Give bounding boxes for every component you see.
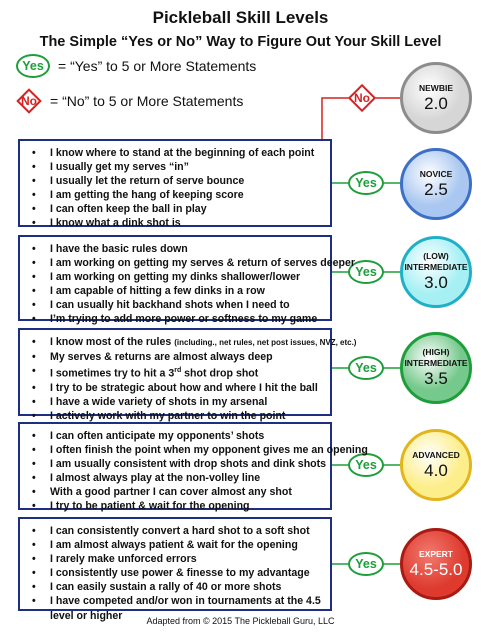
no-diamond-icon: No	[16, 88, 42, 114]
no-diamond-label: No	[21, 94, 37, 108]
footer-credit: Adapted from © 2015 The Pickleball Guru,…	[146, 616, 335, 626]
level-circle-high-intermediate: (HIGH) INTERMEDIATE 3.5	[400, 332, 472, 404]
connector-yes-4: Yes	[348, 453, 384, 477]
statement-item: • I am getting the hang of keeping score	[32, 189, 244, 202]
statement-item: • My serves & returns are almost always d…	[32, 351, 273, 364]
statement-box-5: • I can consistently convert a hard shot …	[18, 517, 332, 622]
statement-item: • I sometimes try to hit a 3rd shot drop …	[32, 365, 259, 380]
level-value: 3.0	[424, 273, 448, 292]
level-circle-advanced: ADVANCED 4.0	[400, 429, 472, 501]
level-name: EXPERT	[418, 548, 453, 559]
level-value: 4.0	[424, 460, 448, 480]
statement-item: • I am working on getting my serves & ret…	[32, 257, 355, 270]
connector-yes-3: Yes	[348, 356, 384, 380]
statement-item: • I am capable of hitting a few dinks in …	[32, 285, 265, 298]
statement-item: • I have a wide variety of shots in my ar…	[32, 395, 268, 408]
level-name: (HIGH) INTERMEDIATE	[404, 347, 468, 368]
yes-badge-icon: Yes	[348, 260, 384, 284]
level-value: 2.0	[424, 93, 448, 113]
statement-item: • I know where to stand at the beginning …	[32, 147, 315, 159]
statement-item: • I usually get my serves “in”	[32, 161, 189, 174]
statement-box-2: • I have the basic rules down • I am worki…	[18, 235, 355, 325]
level-value: 3.5	[424, 369, 448, 388]
statement-box-3: • I know most of the rules (including., n…	[18, 328, 357, 422]
connector-no-label: No	[354, 91, 370, 105]
statement-item: • I am almost always patient & wait for t…	[32, 539, 298, 552]
statement-item: • I almost always play at the non-volley …	[32, 472, 261, 485]
legend-yes: Yes = “Yes” to 5 or More Statements	[16, 54, 256, 78]
statement-item: • I rarely make unforced errors	[32, 553, 197, 566]
statement-item: • I try to be strategic about how and whe…	[32, 381, 318, 394]
page-subtitle: The Simple “Yes or No” Way to Figure Out…	[39, 34, 442, 50]
statement-item: • I actively work with my partner to win …	[32, 410, 286, 422]
connector-yes-1: Yes	[348, 171, 384, 195]
statement-item: • I know what a dink shot is	[32, 217, 181, 230]
statement-item: • I have competed and/or won in tournamen…	[32, 595, 321, 622]
statement-item: • I usually let the return of serve bounc…	[32, 175, 245, 188]
connector-yes-2: Yes	[348, 260, 384, 284]
statement-box-4: • I can often anticipate my opponents’ sh…	[18, 422, 368, 513]
connector-yes-5: Yes	[348, 552, 384, 576]
statement-item: • I can often anticipate my opponents’ sh…	[32, 430, 265, 442]
statement-item: • I can consistently convert a hard shot …	[32, 525, 310, 537]
level-circle-newbie: NEWBIE 2.0	[400, 62, 472, 134]
level-value: 4.5-5.0	[409, 559, 463, 579]
level-name: NEWBIE	[419, 82, 453, 93]
level-name: ADVANCED	[412, 449, 460, 460]
legend-no-text: = “No” to 5 or More Statements	[50, 93, 244, 109]
statement-item: • I often finish the point when my oppone…	[32, 444, 368, 457]
legend-no: No = “No” to 5 or More Statements	[16, 88, 243, 114]
statement-item: • I can easily sustain a rally of 40 or m…	[32, 581, 282, 594]
statement-item: • I am working on getting my dinks shallo…	[32, 271, 301, 284]
level-circle-novice: NOVICE 2.5	[400, 148, 472, 220]
yes-badge-icon: Yes	[348, 552, 384, 576]
statement-item: • With a good partner I can cover almost …	[32, 486, 292, 499]
yes-badge-icon: Yes	[16, 54, 50, 78]
level-name: (LOW) INTERMEDIATE	[404, 251, 468, 272]
statement-item: • I can usually hit backhand shots when I…	[32, 299, 290, 312]
statement-item: • I consistently use power & finesse to m…	[32, 567, 310, 580]
statement-item: • I know most of the rules (including., n…	[32, 336, 357, 348]
yes-badge-icon: Yes	[348, 356, 384, 380]
statement-item: • I am usually consistent with drop shots…	[32, 458, 327, 471]
legend-yes-text: = “Yes” to 5 or More Statements	[58, 58, 257, 74]
yes-badge-icon: Yes	[348, 171, 384, 195]
statement-item: • I’m trying to add more power or softnes…	[32, 313, 318, 326]
level-name: NOVICE	[419, 168, 453, 179]
statement-item: • I can often keep the ball in play	[32, 203, 207, 216]
statement-box-1: • I know where to stand at the beginning …	[18, 139, 332, 230]
connector-no-diamond-icon: No	[347, 83, 377, 113]
statement-item: • I have the basic rules down	[32, 243, 188, 255]
yes-badge-icon: Yes	[348, 453, 384, 477]
level-value: 2.5	[424, 179, 448, 199]
level-circle-low-intermediate: (LOW) INTERMEDIATE 3.0	[400, 236, 472, 308]
page-title: Pickleball Skill Levels	[152, 8, 329, 27]
statement-item: • I try to be patient & wait for the open…	[32, 500, 250, 513]
level-circle-expert: EXPERT 4.5-5.0	[400, 528, 472, 600]
statement-note: (including., net rules, net post issues,…	[174, 338, 357, 347]
